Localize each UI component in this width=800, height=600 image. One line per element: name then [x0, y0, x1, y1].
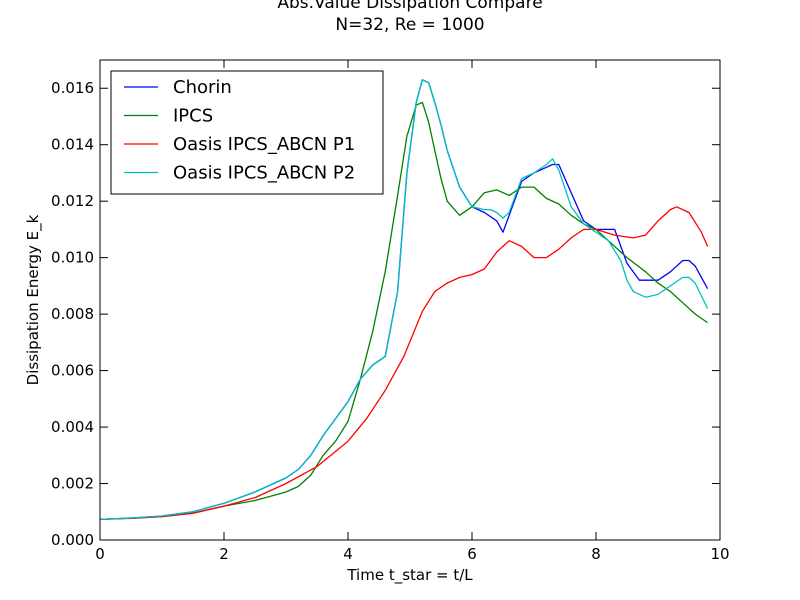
y-tick-label: 0.004 [51, 418, 94, 436]
legend-label-1: Chorin [173, 77, 232, 98]
chart-title: Abs.Value Dissipation Compare [277, 0, 542, 13]
y-tick-label: 0.014 [51, 136, 94, 154]
legend: Chorin IPCS Oasis IPCS_ABCN P1 Oasis IPCS_A… [110, 70, 384, 195]
x-tick-label: 8 [591, 545, 601, 563]
legend-label-2: IPCS [173, 106, 213, 127]
legend-label-4: Oasis IPCS_ABCN P2 [173, 163, 355, 184]
x-tick-label: 10 [710, 545, 729, 563]
chart-subtitle: N=32, Re = 1000 [335, 15, 484, 35]
y-tick-label: 0.012 [51, 192, 94, 210]
series-line-4 [99, 79, 709, 521]
x-axis-label: Time t_star = t/L [346, 566, 473, 585]
y-tick-label: 0.008 [51, 305, 94, 323]
y-axis-label: Dissipation Energy E_k [24, 214, 43, 385]
plot-frame [99, 59, 721, 541]
x-tick-label: 6 [467, 545, 477, 563]
y-tick-label: 0.016 [51, 79, 94, 97]
legend-label-3: Oasis IPCS_ABCN P1 [173, 134, 355, 155]
y-tick-label: 0.000 [51, 531, 94, 549]
series-line-3 [99, 206, 709, 521]
x-tick-label: 4 [343, 545, 353, 563]
x-tick-label: 0 [95, 545, 105, 563]
series-layer [99, 79, 709, 521]
legend-box [110, 70, 384, 195]
y-tick-label: 0.010 [51, 249, 94, 267]
y-tick-label: 0.002 [51, 475, 94, 493]
y-tick-label: 0.006 [51, 362, 94, 380]
x-tick-label: 2 [219, 545, 229, 563]
